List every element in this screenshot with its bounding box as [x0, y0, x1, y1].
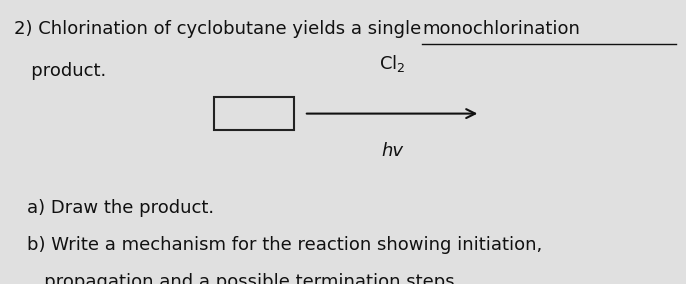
Text: product.: product.	[14, 62, 106, 80]
Text: monochlorination: monochlorination	[422, 20, 580, 38]
Text: Cl$_2$: Cl$_2$	[379, 53, 405, 74]
Text: propagation and a possible termination steps.: propagation and a possible termination s…	[27, 273, 461, 284]
Text: hv: hv	[381, 142, 403, 160]
Text: a) Draw the product.: a) Draw the product.	[27, 199, 215, 217]
Text: 2) Chlorination of cyclobutane yields a single: 2) Chlorination of cyclobutane yields a …	[14, 20, 427, 38]
Text: b) Write a mechanism for the reaction showing initiation,: b) Write a mechanism for the reaction sh…	[27, 236, 543, 254]
Bar	[214, 97, 294, 130]
